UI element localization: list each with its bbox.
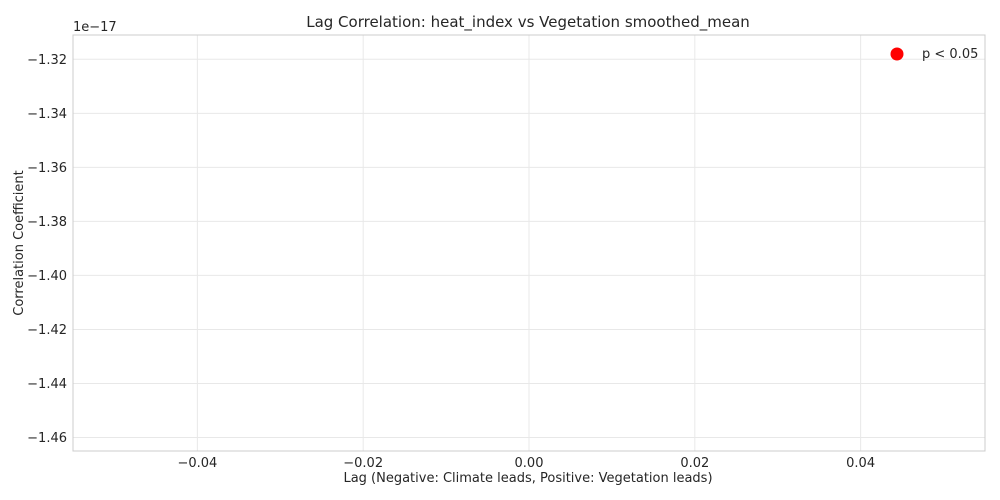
y-axis-label: Correlation Coefficient (12, 170, 27, 316)
x-tick-label: −0.02 (343, 456, 383, 471)
x-tick-label: 0.02 (680, 456, 709, 471)
x-axis: −0.04 −0.02 0.00 0.02 0.04 (177, 456, 875, 471)
plot-frame (72, 34, 986, 452)
y-offset-label: 1e−17 (73, 20, 117, 35)
y-tick-label: −1.32 (27, 53, 67, 68)
y-tick-label: −1.36 (27, 161, 67, 176)
y-tick-label: −1.46 (27, 431, 67, 446)
y-tick-label: −1.42 (27, 323, 67, 338)
gridlines (73, 35, 985, 451)
x-tick-label: 0.04 (846, 456, 875, 471)
y-tick-label: −1.40 (27, 269, 67, 284)
y-tick-label: −1.44 (27, 377, 67, 392)
legend-label: p < 0.05 (922, 47, 978, 62)
y-tick-label: −1.38 (27, 215, 67, 230)
legend: p < 0.05 (890, 47, 978, 62)
y-tick-label: −1.34 (27, 107, 67, 122)
x-axis-label: Lag (Negative: Climate leads, Positive: … (343, 471, 712, 486)
chart-title: Lag Correlation: heat_index vs Vegetatio… (306, 13, 750, 32)
x-tick-label: 0.00 (515, 456, 544, 471)
y-axis: −1.32 −1.34 −1.36 −1.38 −1.40 −1.42 −1.44 −1.46 (27, 53, 67, 446)
x-tick-label: −0.04 (177, 456, 217, 471)
legend-marker (890, 47, 904, 61)
